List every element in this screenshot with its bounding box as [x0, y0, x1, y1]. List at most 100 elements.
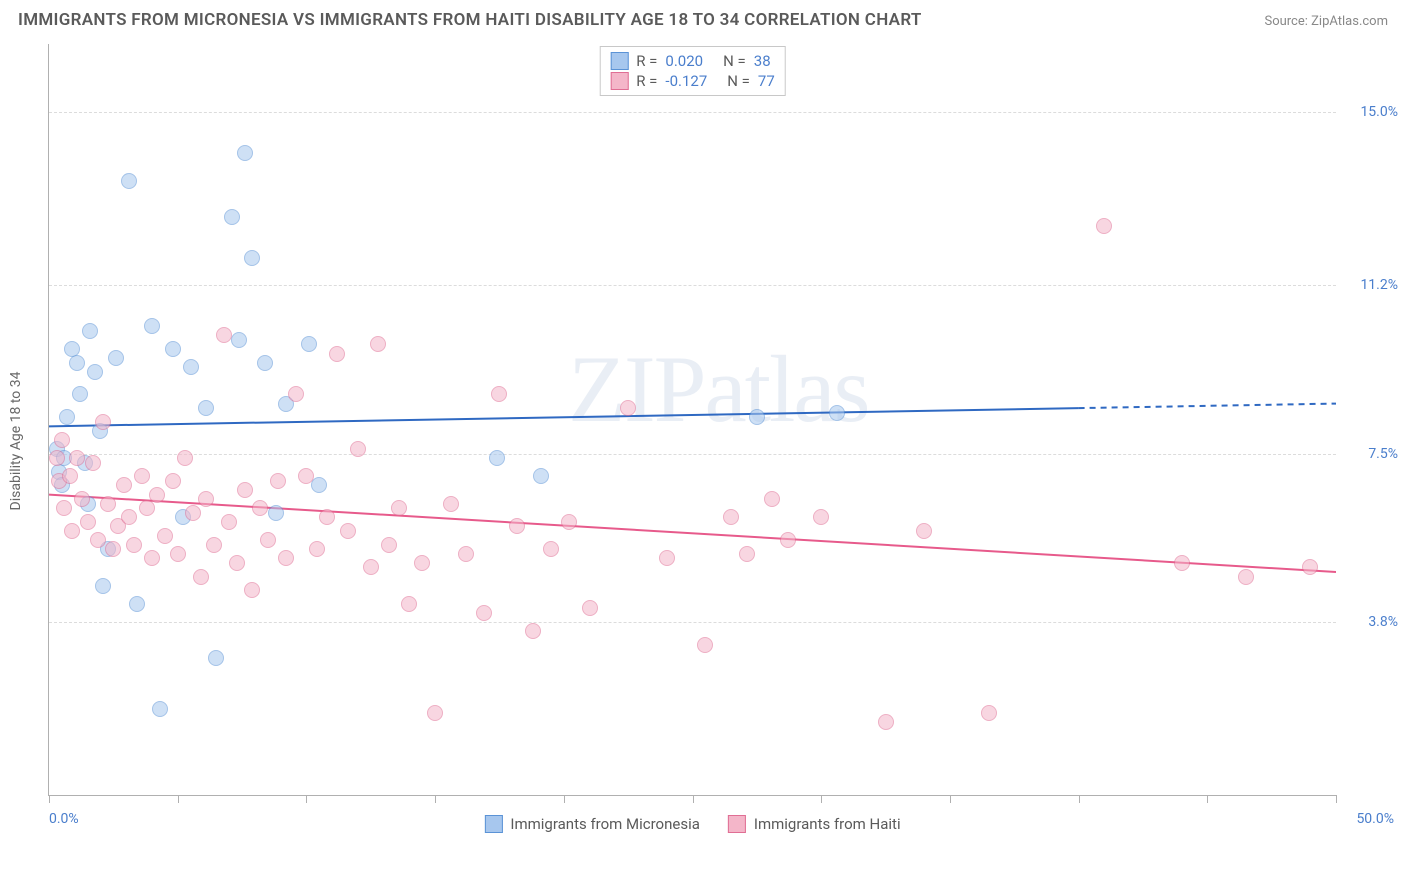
- scatter-point: [193, 569, 209, 585]
- scatter-point: [270, 473, 286, 489]
- scatter-point: [1302, 559, 1318, 575]
- scatter-point: [80, 514, 96, 530]
- scatter-point: [401, 596, 417, 612]
- scatter-point: [64, 523, 80, 539]
- scatter-point: [697, 637, 713, 653]
- scatter-point: [370, 336, 386, 352]
- scatter-point: [157, 528, 173, 544]
- scatter-point: [278, 550, 294, 566]
- scatter-point: [69, 355, 85, 371]
- scatter-point: [1096, 218, 1112, 234]
- scatter-point: [981, 705, 997, 721]
- y-tick-label: 7.5%: [1342, 446, 1398, 462]
- scatter-point: [208, 650, 224, 666]
- scatter-point: [813, 509, 829, 525]
- scatter-point: [319, 509, 335, 525]
- scatter-point: [95, 414, 111, 430]
- stat-n-label: N =: [723, 52, 746, 70]
- stat-legend-row: R = 0.020 N = 38: [610, 51, 775, 71]
- scatter-point: [260, 532, 276, 548]
- stat-n-value: 38: [754, 52, 771, 70]
- stat-r-value: 0.020: [665, 52, 703, 70]
- scatter-point: [489, 450, 505, 466]
- scatter-point: [620, 400, 636, 416]
- scatter-point: [100, 496, 116, 512]
- scatter-point: [59, 409, 75, 425]
- scatter-point: [56, 500, 72, 516]
- scatter-point: [723, 509, 739, 525]
- scatter-point: [878, 714, 894, 730]
- scatter-point: [268, 505, 284, 521]
- legend-item: Immigrants from Micronesia: [484, 815, 700, 833]
- scatter-point: [237, 482, 253, 498]
- scatter-point: [298, 468, 314, 484]
- grid-line: [49, 285, 1336, 286]
- scatter-point: [221, 514, 237, 530]
- scatter-point: [829, 405, 845, 421]
- scatter-point: [244, 582, 260, 598]
- scatter-point: [177, 450, 193, 466]
- scatter-point: [198, 400, 214, 416]
- scatter-point: [121, 173, 137, 189]
- x-tick: [435, 795, 436, 803]
- x-tick: [950, 795, 951, 803]
- source-attribution: Source: ZipAtlas.com: [1264, 14, 1388, 29]
- scatter-point: [659, 550, 675, 566]
- scatter-point: [916, 523, 932, 539]
- scatter-point: [491, 386, 507, 402]
- scatter-point: [165, 473, 181, 489]
- x-axis-end-label: 50.0%: [1356, 811, 1394, 827]
- scatter-point: [582, 600, 598, 616]
- scatter-point: [1238, 569, 1254, 585]
- y-tick-label: 15.0%: [1342, 104, 1398, 120]
- scatter-point: [224, 209, 240, 225]
- scatter-point: [1174, 555, 1190, 571]
- scatter-point: [139, 500, 155, 516]
- scatter-point: [149, 487, 165, 503]
- x-tick: [306, 795, 307, 803]
- scatter-point: [85, 455, 101, 471]
- scatter-point: [237, 145, 253, 161]
- scatter-point: [82, 323, 98, 339]
- stat-legend-row: R = -0.127N = 77: [610, 71, 775, 91]
- scatter-point: [309, 541, 325, 557]
- stat-n-label: N =: [727, 72, 750, 90]
- scatter-point: [749, 409, 765, 425]
- stat-r-label: R =: [636, 52, 657, 70]
- legend-swatch: [728, 815, 746, 833]
- stat-r-value: -0.127: [665, 72, 707, 90]
- scatter-point: [329, 346, 345, 362]
- scatter-point: [443, 496, 459, 512]
- scatter-point: [391, 500, 407, 516]
- scatter-point: [144, 550, 160, 566]
- legend-swatch: [610, 52, 628, 70]
- scatter-point: [49, 450, 65, 466]
- scatter-point: [252, 500, 268, 516]
- scatter-point: [72, 386, 88, 402]
- scatter-point: [458, 546, 474, 562]
- scatter-point: [216, 327, 232, 343]
- plot-area: ZIPatlas R = 0.020N = 38R = -0.127N = 77…: [48, 44, 1336, 796]
- x-tick: [49, 795, 50, 803]
- x-tick: [1079, 795, 1080, 803]
- scatter-point: [764, 491, 780, 507]
- legend-swatch: [484, 815, 502, 833]
- scatter-point: [95, 578, 111, 594]
- watermark-text: ZIPatlas: [568, 334, 869, 444]
- scatter-point: [543, 541, 559, 557]
- grid-line: [49, 622, 1336, 623]
- scatter-point: [780, 532, 796, 548]
- scatter-point: [90, 532, 106, 548]
- scatter-point: [74, 491, 90, 507]
- chart-header: IMMIGRANTS FROM MICRONESIA VS IMMIGRANTS…: [0, 0, 1406, 36]
- legend-label: Immigrants from Micronesia: [510, 815, 700, 833]
- scatter-point: [198, 491, 214, 507]
- scatter-point: [363, 559, 379, 575]
- scatter-point: [229, 555, 245, 571]
- x-axis-start-label: 0.0%: [49, 811, 79, 827]
- stat-r-label: R =: [636, 72, 657, 90]
- scatter-point: [414, 555, 430, 571]
- scatter-point: [476, 605, 492, 621]
- scatter-point: [340, 523, 356, 539]
- scatter-point: [311, 477, 327, 493]
